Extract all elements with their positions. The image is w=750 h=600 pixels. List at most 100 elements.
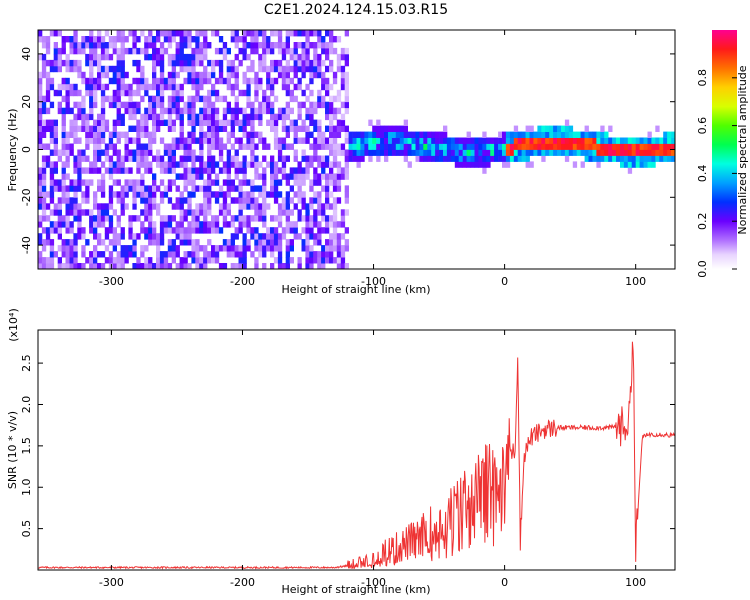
spectrogram-cell (124, 83, 129, 91)
spectrogram-cell (116, 53, 121, 61)
spectrogram-cell (195, 83, 200, 91)
spectrogram-cell (132, 89, 137, 97)
spectrogram-cell (344, 137, 349, 144)
spectrogram-cell (360, 131, 365, 138)
spectrogram-cell (419, 149, 424, 156)
spectrogram-cell (340, 83, 346, 91)
spectrogram-cell (97, 149, 102, 156)
spectrogram-cell (93, 251, 98, 258)
y-tick-label: 40 (20, 47, 33, 61)
spectrogram-cell (108, 203, 114, 210)
spectrogram-cell (521, 155, 526, 162)
spectrogram-cell (112, 179, 117, 186)
spectrogram-cell (317, 209, 322, 216)
spectrogram-cell (199, 95, 204, 103)
spectrogram-cell (301, 215, 306, 222)
spectrogram-cell (116, 257, 121, 264)
spectrogram-cell (38, 221, 43, 228)
spectrogram-cell (89, 83, 94, 91)
spectrogram-cell (156, 239, 161, 246)
spectrogram-cell (537, 149, 542, 156)
spectrogram-cell (65, 77, 70, 85)
spectrogram-cell (655, 137, 660, 144)
spectrogram-cell (191, 47, 196, 55)
spectrogram-cell (486, 155, 491, 162)
spectrogram-cell (399, 125, 405, 132)
spectrogram-cell (163, 251, 169, 258)
spectrogram-cell (218, 209, 224, 216)
spectrogram-cell (97, 143, 102, 150)
spectrogram-cell (254, 227, 259, 234)
spectrogram-cell (97, 42, 102, 49)
spectrogram-cell (226, 245, 231, 252)
spectrogram-cell (195, 173, 200, 180)
spectrogram-cell (486, 149, 491, 156)
spectrogram-cell (53, 185, 58, 192)
spectrogram-cell (195, 239, 200, 246)
spectrogram-cell (313, 53, 318, 61)
spectrogram-cell (93, 47, 98, 55)
spectrogram-cell (175, 137, 180, 144)
spectrogram-cell (69, 107, 74, 115)
snr-plot-area (38, 330, 675, 570)
spectrogram-cell (596, 155, 601, 162)
spectrogram-cell (65, 239, 70, 246)
spectrogram-cell (89, 89, 94, 97)
spectrogram-cell (297, 179, 302, 186)
spectrogram-cell (183, 65, 188, 73)
spectrogram-cell (65, 53, 70, 61)
spectrogram-cell (317, 131, 322, 138)
spectrogram-cell (325, 173, 330, 180)
spectrogram-cell (395, 137, 401, 144)
spectrogram-cell (45, 47, 51, 55)
spectrogram-cell (663, 155, 668, 162)
spectrogram-cell (344, 167, 349, 174)
spectrogram-cell (230, 83, 235, 91)
spectrogram-cell (179, 263, 184, 269)
spectrogram-cell (305, 30, 310, 37)
spectrogram-cell (505, 137, 511, 144)
spectrogram-cell (230, 161, 235, 168)
spectrogram-cell (167, 215, 173, 222)
spectrogram-cell (325, 113, 330, 121)
spectrogram-cell (258, 203, 263, 210)
spectrogram-cell (163, 30, 169, 37)
spectrogram-cell (140, 113, 145, 121)
spectrogram-cell (317, 137, 322, 144)
spectrogram-cell (470, 161, 475, 168)
spectrogram-cell (584, 149, 589, 156)
spectrogram-cell (81, 245, 86, 252)
spectrogram-cell (222, 42, 228, 49)
spectrogram-cell (270, 65, 275, 73)
spectrogram-cell (69, 65, 74, 73)
spectrogram-cell (116, 47, 121, 55)
spectrogram-cell (100, 119, 106, 126)
spectrogram-cell (93, 36, 98, 43)
spectrogram-cell (199, 113, 204, 121)
spectrogram-cell (655, 143, 660, 150)
spectrogram-cell (254, 77, 259, 85)
spectrogram-cell (179, 191, 184, 198)
spectrogram-cell (89, 137, 94, 144)
spectrogram-cell (195, 36, 200, 43)
spectrogram-cell (53, 251, 58, 258)
spectrogram-cell (301, 101, 306, 109)
spectrogram-cell (53, 42, 58, 49)
spectrogram-cell (663, 143, 668, 150)
x-tick-label: 0 (501, 275, 508, 288)
spectrogram-cell (207, 257, 212, 264)
spectrogram-cell (258, 65, 263, 73)
spectrogram-cell (332, 197, 338, 204)
spectrogram-cell (85, 113, 90, 121)
spectrogram-cell (651, 143, 656, 150)
spectrogram-cell (321, 83, 326, 91)
spectrogram-cell (187, 53, 192, 61)
spectrogram-cell (108, 257, 114, 264)
spectrogram-cell (321, 36, 326, 43)
spectrogram-cell (246, 95, 251, 103)
spectrogram-cell (301, 203, 306, 210)
spectrogram-cell (246, 131, 251, 138)
spectrogram-cell (156, 47, 161, 55)
spectrogram-cell (120, 71, 125, 79)
spectrogram-cell (270, 119, 275, 126)
